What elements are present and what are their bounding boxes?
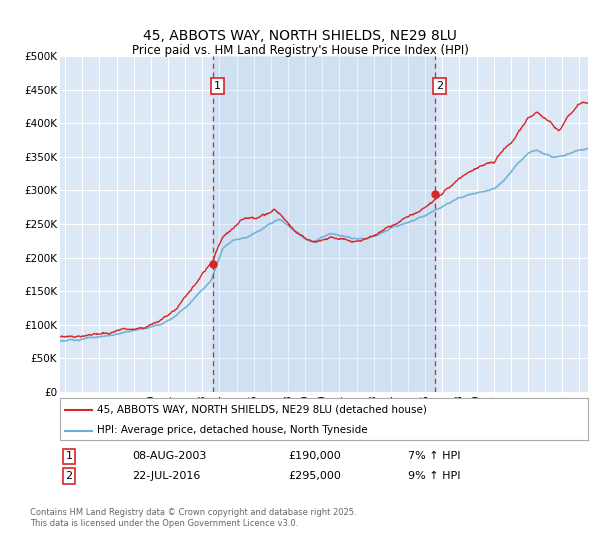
Text: £190,000: £190,000	[288, 451, 341, 461]
Text: 7% ↑ HPI: 7% ↑ HPI	[408, 451, 461, 461]
Text: 2: 2	[65, 471, 73, 481]
Text: 45, ABBOTS WAY, NORTH SHIELDS, NE29 8LU (detached house): 45, ABBOTS WAY, NORTH SHIELDS, NE29 8LU …	[97, 404, 427, 414]
Text: 22-JUL-2016: 22-JUL-2016	[132, 471, 200, 481]
Text: 1: 1	[214, 81, 221, 91]
Text: Contains HM Land Registry data © Crown copyright and database right 2025.
This d: Contains HM Land Registry data © Crown c…	[30, 508, 356, 528]
Text: 2: 2	[436, 81, 443, 91]
Text: 9% ↑ HPI: 9% ↑ HPI	[408, 471, 461, 481]
Text: 1: 1	[65, 451, 73, 461]
Bar	[212, 56, 434, 392]
Text: HPI: Average price, detached house, North Tyneside: HPI: Average price, detached house, Nort…	[97, 426, 368, 435]
Text: 45, ABBOTS WAY, NORTH SHIELDS, NE29 8LU: 45, ABBOTS WAY, NORTH SHIELDS, NE29 8LU	[143, 29, 457, 44]
Text: £295,000: £295,000	[288, 471, 341, 481]
Text: 08-AUG-2003: 08-AUG-2003	[132, 451, 206, 461]
Text: Price paid vs. HM Land Registry's House Price Index (HPI): Price paid vs. HM Land Registry's House …	[131, 44, 469, 57]
